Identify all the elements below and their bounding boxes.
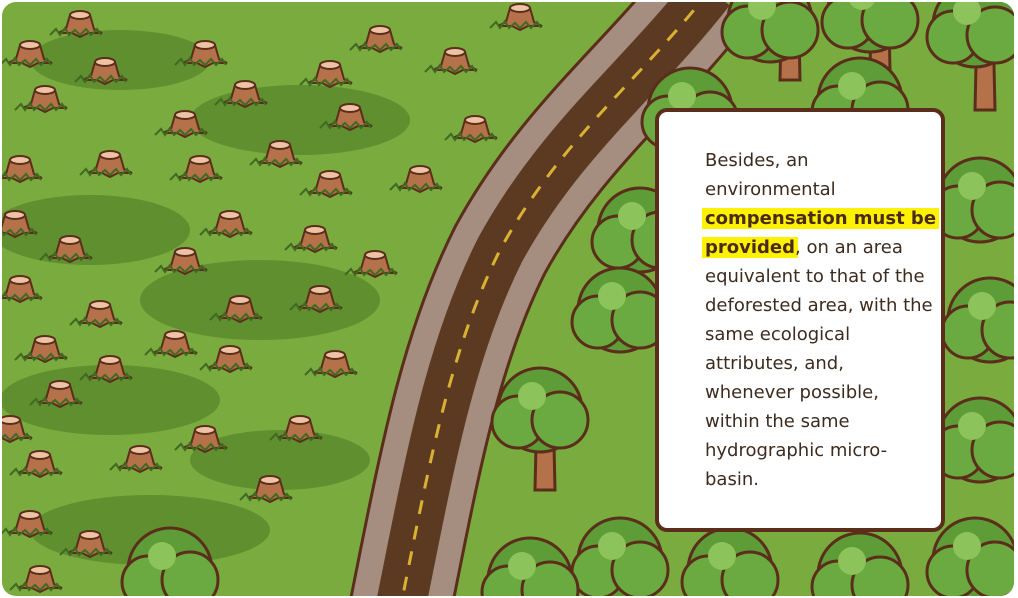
card-text: Besides, an environmental compensation m… (705, 146, 937, 494)
illustration-element (927, 0, 1018, 67)
illustration-element (822, 0, 918, 52)
text-card: Besides, an environmental compensation m… (655, 108, 945, 532)
page: Besides, an environmental compensation m… (0, 0, 1018, 598)
text: Besides, an environmental (705, 150, 836, 200)
illustration-element (722, 0, 818, 62)
text: , on an area equivalent to that of the d… (705, 237, 933, 490)
